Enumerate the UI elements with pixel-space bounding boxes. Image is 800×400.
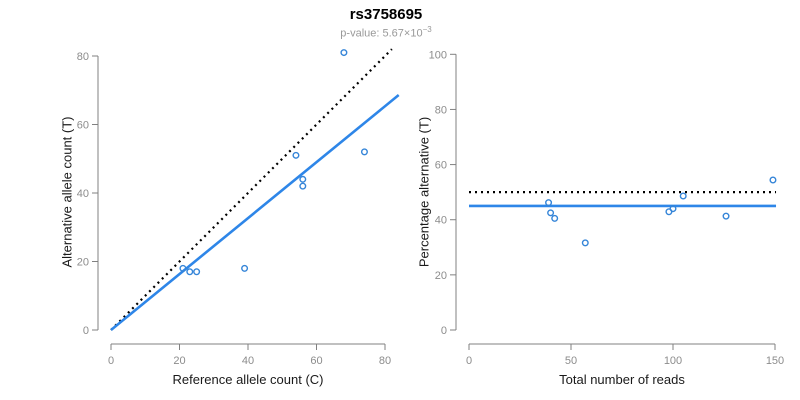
identity-line (110, 48, 393, 331)
data-point (722, 212, 730, 220)
data-point (679, 192, 687, 200)
x-tick-label: 80 (379, 355, 391, 367)
fit-line (110, 94, 400, 332)
data-point (179, 264, 187, 272)
data-point (299, 175, 307, 183)
pvalue-exponent: −3 (422, 25, 432, 34)
page-title: rs3758695 (349, 6, 423, 23)
x-tick-label: 100 (664, 355, 682, 367)
data-point (547, 209, 555, 217)
data-point (360, 148, 368, 156)
y-tick-label: 60 (435, 160, 447, 172)
y-tick-label: 20 (77, 257, 89, 269)
right-plot-x-axis-title: Total number of reads (559, 372, 685, 387)
data-point (340, 49, 348, 57)
percentage-alternative-plot: 0 20 40 60 80 100 0 50 100 150 (429, 49, 785, 367)
data-point (292, 151, 300, 159)
x-tick-label: 20 (173, 355, 185, 367)
y-tick-label: 60 (77, 120, 89, 132)
y-tick-label: 40 (435, 215, 447, 227)
x-tick-label: 60 (310, 355, 322, 367)
data-point (769, 176, 777, 184)
x-tick-label: 40 (242, 355, 254, 367)
x-tick-label: 50 (565, 355, 577, 367)
pvalue-text: p-value: 5.67×10 (340, 27, 423, 40)
data-point (186, 268, 194, 276)
x-tick-label: 0 (108, 355, 114, 367)
x-tick-label: 150 (766, 355, 784, 367)
right-plot-y-axis-title: Percentage alternative (T) (416, 116, 432, 268)
y-tick-label: 80 (435, 104, 447, 116)
pvalue-subtitle: p-value: 5.67×10−3 (0, 25, 772, 40)
y-tick-label: 80 (77, 51, 89, 63)
left-plot-y-axis-title: Alternative allele count (T) (59, 116, 75, 268)
y-tick-label: 0 (83, 325, 89, 337)
y-tick-label: 40 (77, 188, 89, 200)
data-point (193, 268, 201, 276)
data-point (241, 264, 249, 272)
allele-counts-plot: 0 20 40 60 80 0 20 40 60 80 (77, 48, 400, 367)
y-tick-label: 100 (429, 49, 447, 61)
data-point (545, 199, 553, 207)
data-point (669, 205, 677, 213)
data-point (299, 182, 307, 190)
x-tick-label: 0 (466, 355, 472, 367)
data-point (551, 214, 559, 222)
data-point (581, 239, 589, 247)
left-plot-x-axis-title: Reference allele count (C) (172, 372, 324, 387)
y-tick-label: 0 (441, 325, 447, 337)
y-tick-label: 20 (435, 270, 447, 282)
